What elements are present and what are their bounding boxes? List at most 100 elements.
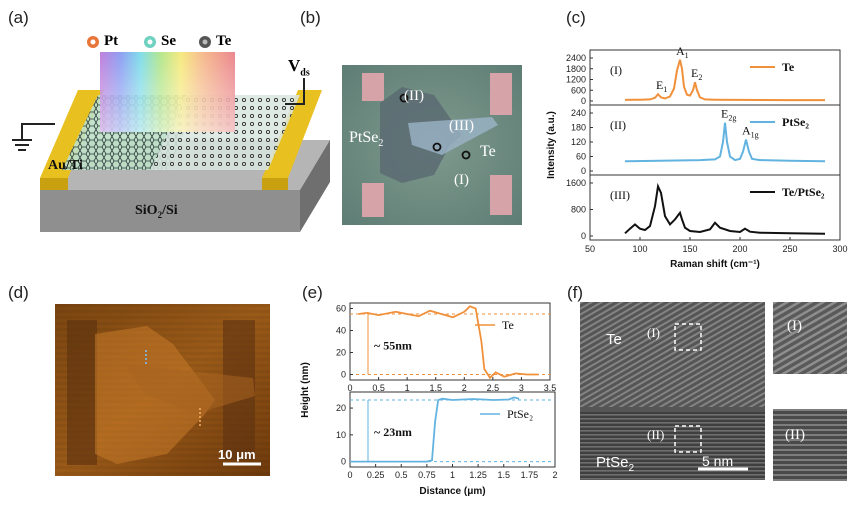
y-tick-label: 180	[571, 123, 586, 133]
y-tick-label: 0	[581, 96, 586, 106]
legend-label: Te	[502, 318, 514, 332]
x-tick-label: 0	[347, 470, 352, 480]
electrode-label: Au/Ti	[48, 158, 83, 173]
series-line-1	[624, 122, 826, 163]
x-tick-label: 2.5	[487, 383, 500, 393]
legend-label: PtSe₂	[507, 407, 533, 421]
legend-te: Te	[216, 33, 232, 49]
subplot-tag: (I)	[610, 63, 622, 77]
subplot-tag: (III)	[610, 188, 630, 202]
legend-label: PtSe₂	[782, 115, 809, 129]
height-annotation: ~ 55nm	[374, 338, 412, 352]
subplot-frame	[589, 49, 841, 106]
y-tick-label: 20	[336, 403, 346, 413]
inset-i-label: (I)	[787, 318, 802, 334]
peak-label: E1	[656, 78, 667, 94]
x-tick-label: 100	[632, 244, 647, 254]
legend-label: Te/PtSe₂	[782, 185, 825, 199]
x-tick-label: 0.5	[395, 470, 408, 480]
ptse2-label-b: PtSe2	[349, 129, 384, 150]
peak-label: A1	[676, 44, 689, 60]
x-tick-label: 1.5	[429, 383, 442, 393]
te-label-b: Te	[480, 143, 496, 160]
y-tick-label: 0	[341, 457, 346, 467]
x-tick-label: 200	[732, 244, 747, 254]
x-tick-label: 1.75	[521, 470, 539, 480]
x-axis-label: Raman shift (cm⁻¹)	[670, 259, 760, 270]
panel-label-e: (e)	[302, 283, 323, 302]
y-tick-label: 20	[336, 348, 346, 358]
x-tick-label: 1	[450, 470, 455, 480]
panel-label-f: (f)	[567, 283, 584, 302]
point-i: (I)	[454, 172, 469, 188]
hrtem-scalebar: 5 nm	[702, 453, 734, 469]
x-tick-label: 3.5	[544, 383, 557, 393]
point-ii: (II)	[404, 88, 424, 104]
inset-ii-label: (II)	[785, 427, 805, 443]
x-tick-label: 0.75	[418, 470, 436, 480]
inset-ii-image	[773, 409, 847, 481]
afm-scalebar: 10 μm	[218, 447, 256, 462]
subplot-frame	[589, 174, 841, 241]
x-tick-label: 1.5	[497, 470, 510, 480]
panel-label-b: (b)	[300, 8, 321, 27]
y-tick-label: 60	[576, 152, 586, 162]
y-tick-label: 10	[336, 430, 346, 440]
hrtem-image	[580, 302, 765, 480]
x-tick-label: 250	[782, 244, 797, 254]
device-schematic	[12, 36, 330, 232]
series-line-2	[624, 182, 826, 235]
x-tick-label: 0.5	[372, 383, 385, 393]
x-tick-label: 50	[585, 244, 595, 254]
y-tick-label: 40	[336, 326, 346, 336]
ptse2-label-f: PtSe2	[596, 454, 635, 474]
y-tick-label: 1200	[566, 75, 586, 85]
x-tick-label: 0.25	[367, 470, 385, 480]
panel-label-c: (c)	[566, 8, 586, 27]
y-axis-label: Intensity (a.u.)	[546, 111, 557, 179]
substrate-label: SiO2/Si	[135, 203, 178, 220]
y-tick-label: 1800	[566, 64, 586, 74]
subplot-frame	[349, 302, 551, 381]
y-tick-label: 0	[581, 231, 586, 241]
x-tick-label: 2	[462, 383, 467, 393]
peak-label: E2	[691, 66, 702, 82]
x-tick-label: 1	[405, 383, 410, 393]
legend-pt: Pt	[104, 33, 119, 49]
profile-line-0	[358, 305, 539, 380]
y-tick-label: 240	[571, 108, 586, 118]
panel-label-a: (a)	[8, 8, 29, 27]
y-tick-label: 0	[341, 370, 346, 380]
y-tick-label: 1600	[566, 178, 586, 188]
height-annotation: ~ 23nm	[374, 425, 412, 439]
afm-image	[55, 304, 270, 476]
series-line-0	[624, 59, 825, 102]
box-label-ii: (II)	[647, 427, 665, 442]
x-tick-label: 2	[552, 470, 557, 480]
y-tick-label: 800	[571, 205, 586, 215]
te-label-f: Te	[606, 331, 622, 348]
peak-label: A1g	[742, 124, 759, 140]
y-tick-label: 2400	[566, 53, 586, 63]
x-tick-label: 3	[519, 383, 524, 393]
y-tick-label: 120	[571, 137, 586, 147]
peak-label: E2g	[721, 107, 736, 123]
x-axis-label: Distance (μm)	[419, 486, 485, 497]
y-tick-label: 0	[581, 166, 586, 176]
x-tick-label: 150	[682, 244, 697, 254]
profile-line-1	[350, 396, 520, 463]
legend-label: Te	[782, 60, 795, 74]
subplot-tag: (II)	[610, 118, 626, 132]
panel-label-d: (d)	[8, 283, 29, 302]
x-tick-label: 0	[347, 383, 352, 393]
vds-label: Vds	[288, 56, 310, 79]
y-tick-label: 600	[571, 85, 586, 95]
y-axis-label: Height (nm)	[300, 362, 311, 418]
x-tick-label: 300	[832, 244, 847, 254]
inset-i-image	[773, 302, 847, 374]
box-label-i: (I)	[647, 325, 660, 340]
point-iii: (III)	[449, 118, 474, 134]
optical-image	[342, 65, 522, 225]
